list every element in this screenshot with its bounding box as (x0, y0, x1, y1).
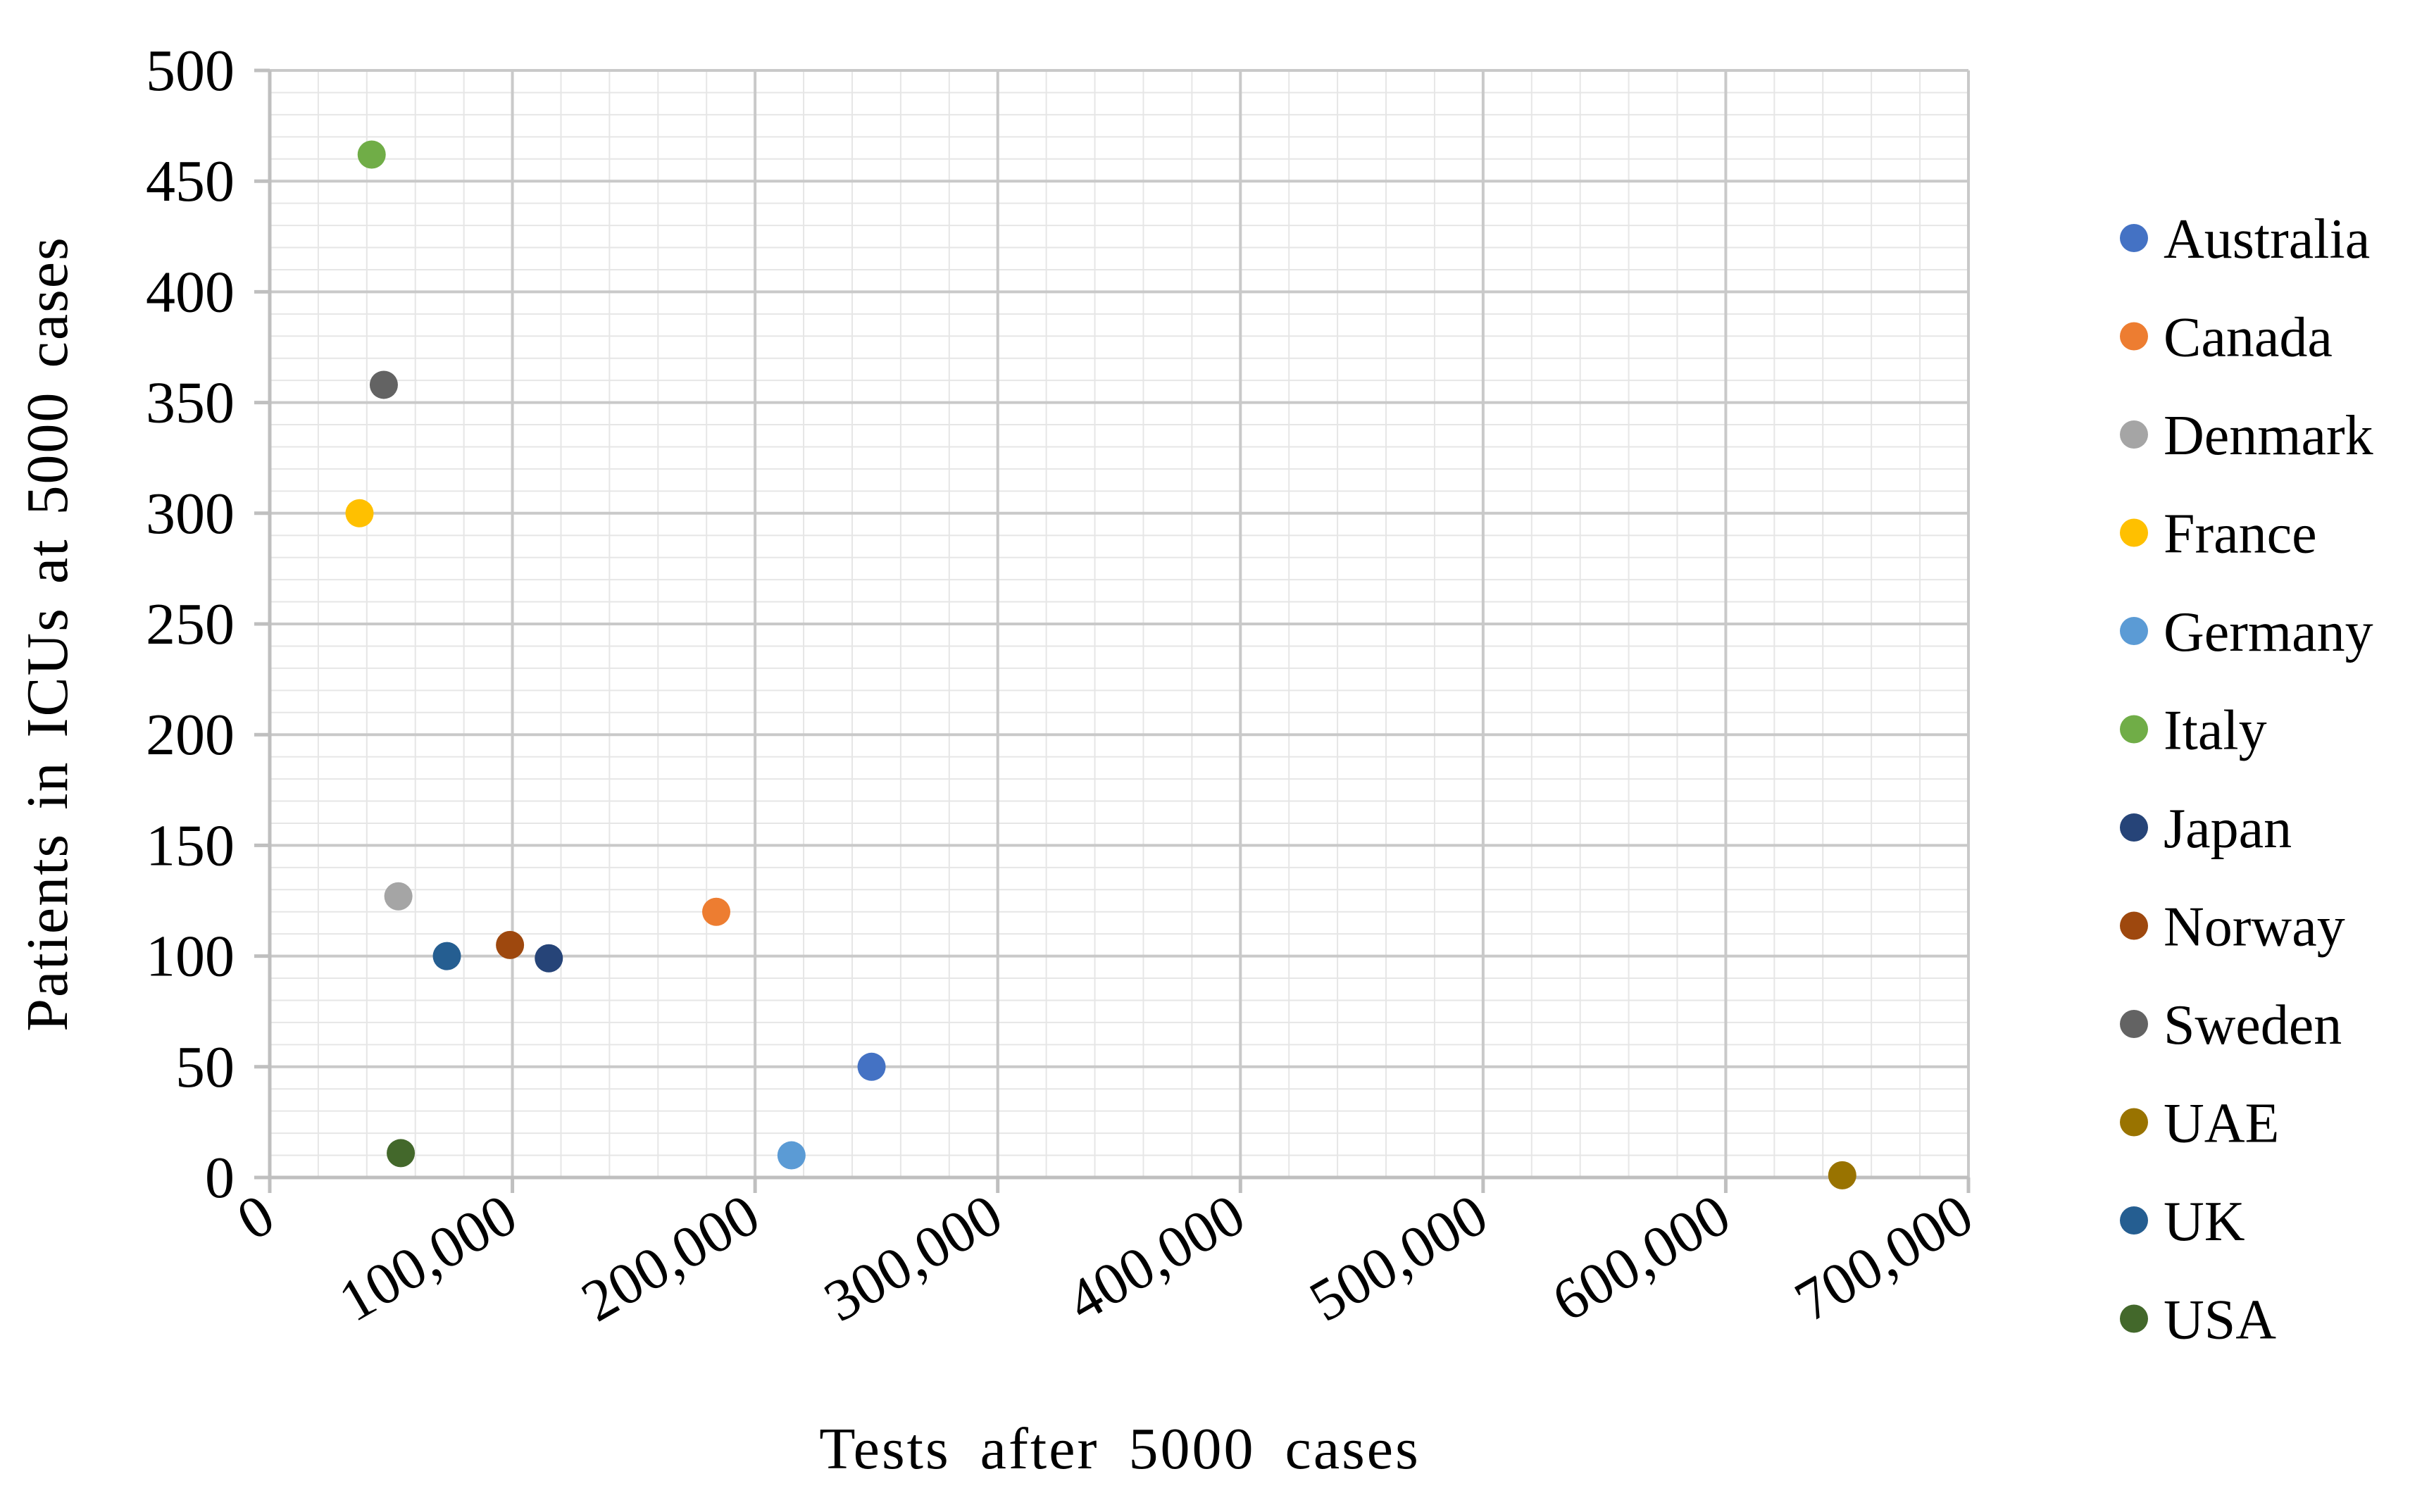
legend-label-australia: Australia (2164, 208, 2370, 270)
x-axis-title: Tests after 5000 cases (819, 1416, 1421, 1482)
legend-label-norway: Norway (2164, 896, 2345, 958)
x-tick-label: 200,000 (571, 1182, 770, 1335)
legend-label-usa: USA (2164, 1289, 2276, 1351)
x-tick-label: 500,000 (1299, 1182, 1498, 1335)
data-point-canada (702, 897, 731, 926)
x-tick-label: 600,000 (1542, 1182, 1741, 1335)
data-point-sweden (369, 370, 398, 399)
legend-marker-sweden (2120, 1010, 2148, 1038)
y-axis-tick-labels: 0 50 100 150 200 250 300 350 400 450 500 (146, 38, 235, 1211)
legend-label-italy: Italy (2164, 700, 2267, 762)
data-point-uae (1828, 1161, 1856, 1189)
data-point-germany (777, 1141, 806, 1170)
data-point-australia (857, 1052, 886, 1081)
y-tick-label: 300 (146, 481, 235, 546)
legend-marker-denmark (2120, 420, 2148, 449)
data-point-uk (432, 942, 461, 970)
y-tick-label: 250 (146, 592, 235, 657)
y-tick-label: 450 (146, 149, 235, 214)
legend-marker-japan (2120, 813, 2148, 842)
legend-label-uae: UAE (2164, 1093, 2279, 1155)
legend-label-france: France (2164, 504, 2317, 566)
y-tick-label: 0 (205, 1145, 235, 1211)
legend-marker-canada (2120, 322, 2148, 351)
x-tick-label: 700,000 (1785, 1182, 1984, 1335)
y-axis-title: Patients in ICUs at 5000 cases (15, 236, 80, 1032)
x-tick-label: 0 (227, 1182, 285, 1254)
x-axis-tick-labels: 0 100,000 200,000 300,000 400,000 500,000 600,… (227, 1182, 1984, 1335)
y-tick-label: 400 (146, 259, 235, 325)
y-tick-label: 200 (146, 702, 235, 768)
legend-marker-italy (2120, 715, 2148, 744)
data-point-usa (387, 1139, 416, 1168)
legend-label-sweden: Sweden (2164, 994, 2342, 1056)
legend-label-uk: UK (2164, 1191, 2245, 1253)
x-tick-label: 100,000 (328, 1182, 528, 1335)
legend-marker-uae (2120, 1108, 2148, 1137)
legend-label-japan: Japan (2164, 798, 2292, 860)
legend-label-germany: Germany (2164, 601, 2373, 663)
legend-label-denmark: Denmark (2164, 405, 2373, 467)
data-points (345, 140, 1856, 1189)
y-tick-label: 100 (146, 924, 235, 989)
data-point-france (345, 499, 374, 527)
legend-label-canada: Canada (2164, 307, 2333, 369)
y-tick-label: 500 (146, 38, 235, 104)
data-point-denmark (384, 882, 413, 911)
major-gridlines (268, 69, 1970, 1179)
y-tick-label: 150 (146, 813, 235, 878)
axes (254, 68, 1971, 1193)
y-tick-label: 350 (146, 370, 235, 436)
x-tick-label: 300,000 (813, 1182, 1013, 1335)
legend-marker-france (2120, 518, 2148, 547)
legend-marker-uk (2120, 1206, 2148, 1235)
x-tick-label: 400,000 (1056, 1182, 1256, 1335)
legend-marker-norway (2120, 911, 2148, 940)
data-point-italy (357, 140, 386, 169)
legend-marker-usa (2120, 1304, 2148, 1333)
data-point-norway (496, 930, 525, 959)
data-point-japan (535, 944, 563, 973)
legend: Australia Canada Denmark France Germany Italy… (2120, 208, 2373, 1351)
legend-marker-australia (2120, 224, 2148, 252)
legend-marker-germany (2120, 617, 2148, 645)
y-tick-label: 50 (175, 1035, 235, 1100)
